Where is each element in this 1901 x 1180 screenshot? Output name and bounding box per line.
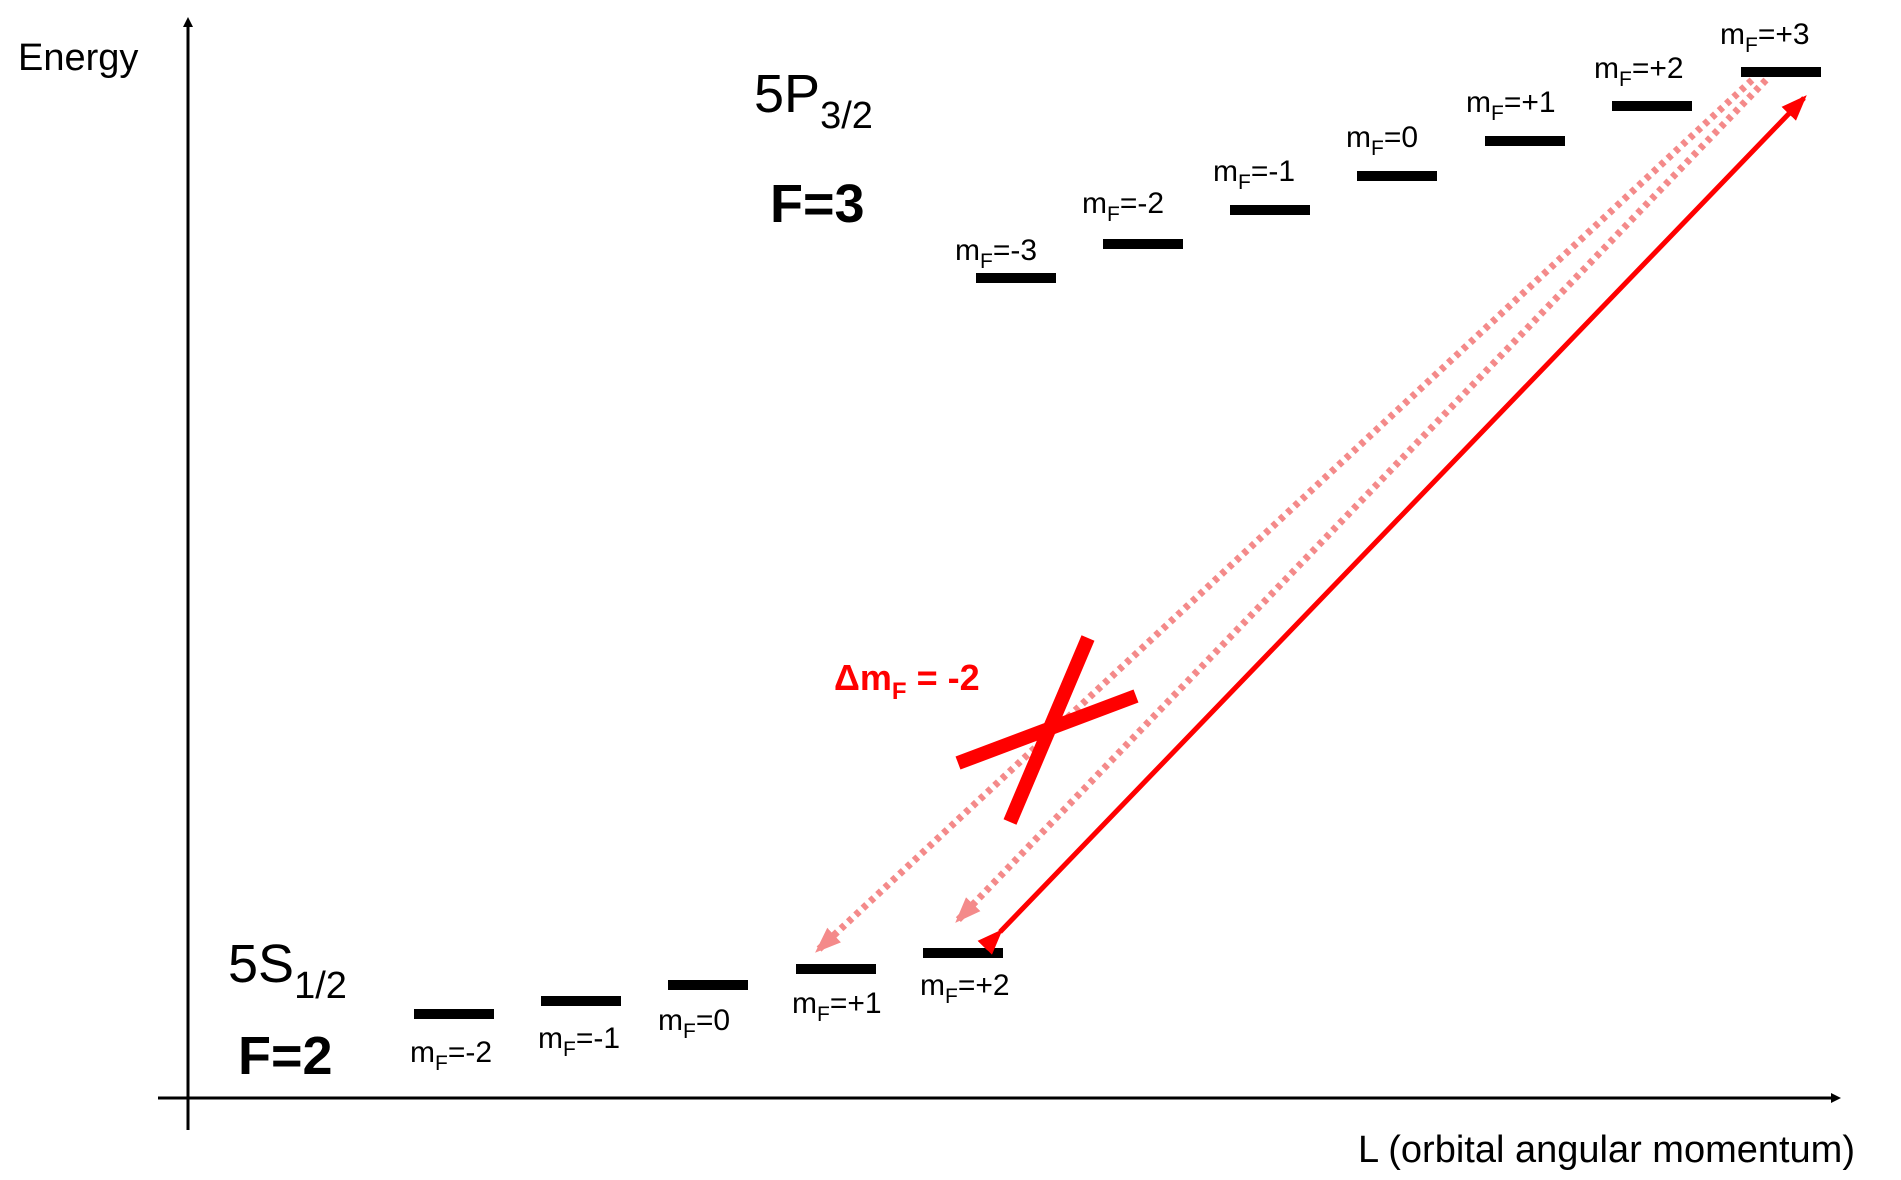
- level-bar: [923, 948, 1003, 958]
- excited-term-label: 5P3/2: [754, 64, 873, 137]
- ground-sublevel: mF=+1: [792, 964, 882, 1026]
- sublevel-label: mF=0: [1346, 121, 1418, 160]
- sublevel-label: mF=-3: [955, 234, 1037, 273]
- level-bar: [796, 964, 876, 974]
- excited-f-label: F=3: [770, 174, 865, 234]
- stimulated-emission-arrow: [955, 77, 1769, 923]
- excited-sublevel: mF=+1: [1466, 86, 1565, 146]
- y-axis-label: Energy: [18, 37, 138, 79]
- sublevel-label: mF=+1: [1466, 86, 1556, 125]
- excited-sublevel: mF=-3: [955, 234, 1056, 283]
- level-bar: [1357, 171, 1437, 181]
- level-bar: [1230, 205, 1310, 215]
- level-bar: [1741, 67, 1821, 77]
- x-axis-label: L (orbital angular momentum): [1358, 1129, 1855, 1171]
- sublevel-label: mF=-2: [410, 1036, 492, 1075]
- ground-f-label: F=2: [238, 1026, 333, 1086]
- ground-sublevels: mF=-2 mF=-1 mF=0 mF=+1 mF=+2: [410, 948, 1010, 1075]
- ground-sublevel: mF=0: [658, 980, 748, 1043]
- level-bar: [1485, 136, 1565, 146]
- excited-sublevel: mF=0: [1346, 121, 1437, 181]
- excited-sublevel: mF=-2: [1082, 187, 1183, 249]
- level-bar: [1612, 101, 1692, 111]
- sublevel-label: mF=-1: [538, 1022, 620, 1061]
- sublevel-label: mF=-2: [1082, 187, 1164, 226]
- sublevel-label: mF=+2: [1594, 52, 1684, 91]
- sublevel-label: mF=-1: [1213, 155, 1295, 194]
- ground-sublevel: mF=-1: [538, 996, 621, 1061]
- allowed-transition-arrow: [977, 95, 1807, 955]
- ground-sublevel: mF=+2: [920, 948, 1010, 1008]
- level-bar: [1103, 239, 1183, 249]
- excited-sublevels: mF=-3 mF=-2 mF=-1 mF=0 mF=+1 mF=+2 mF=+3: [955, 18, 1821, 283]
- ground-sublevel: mF=-2: [410, 1009, 494, 1075]
- sublevel-label: mF=+1: [792, 987, 882, 1026]
- forbidden-cross-stroke: [955, 689, 1139, 770]
- excited-sublevel: mF=+3: [1720, 18, 1821, 77]
- sublevel-label: mF=+3: [1720, 18, 1810, 57]
- level-bar: [668, 980, 748, 990]
- level-bar: [414, 1009, 494, 1019]
- forbidden-transition-label: ΔmF = -2: [834, 657, 980, 705]
- sublevel-label: mF=+2: [920, 969, 1010, 1008]
- level-bar: [976, 273, 1056, 283]
- sublevel-label: mF=0: [658, 1004, 730, 1043]
- excited-sublevel: mF=-1: [1213, 155, 1310, 215]
- level-bar: [541, 996, 621, 1006]
- excited-sublevel: mF=+2: [1594, 52, 1692, 111]
- ground-term-label: 5S1/2: [228, 934, 347, 1007]
